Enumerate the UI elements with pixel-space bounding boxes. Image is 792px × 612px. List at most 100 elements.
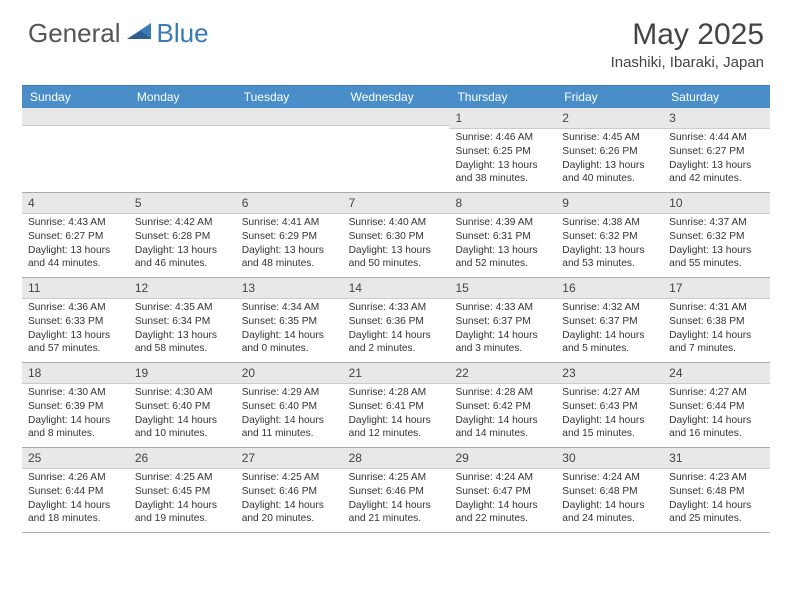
day-number: 21 xyxy=(343,363,450,384)
sunset-text: Sunset: 6:44 PM xyxy=(28,485,123,499)
day-body: Sunrise: 4:42 AMSunset: 6:28 PMDaylight:… xyxy=(129,214,236,275)
sunset-text: Sunset: 6:40 PM xyxy=(242,400,337,414)
sunrise-text: Sunrise: 4:33 AM xyxy=(455,301,550,315)
sunset-text: Sunset: 6:27 PM xyxy=(669,145,764,159)
sunset-text: Sunset: 6:32 PM xyxy=(562,230,657,244)
day-number: 10 xyxy=(663,193,770,214)
day-cell: 14Sunrise: 4:33 AMSunset: 6:36 PMDayligh… xyxy=(343,278,450,362)
day-number: 18 xyxy=(22,363,129,384)
day-number xyxy=(236,108,343,126)
day-number: 27 xyxy=(236,448,343,469)
day-number: 17 xyxy=(663,278,770,299)
daylight-text: Daylight: 13 hours and 53 minutes. xyxy=(562,244,657,272)
day-cell: 26Sunrise: 4:25 AMSunset: 6:45 PMDayligh… xyxy=(129,448,236,532)
header: General Blue May 2025 Inashiki, Ibaraki,… xyxy=(0,0,792,79)
sunrise-text: Sunrise: 4:32 AM xyxy=(562,301,657,315)
sunset-text: Sunset: 6:45 PM xyxy=(135,485,230,499)
day-cell: 29Sunrise: 4:24 AMSunset: 6:47 PMDayligh… xyxy=(449,448,556,532)
daylight-text: Daylight: 13 hours and 44 minutes. xyxy=(28,244,123,272)
day-body: Sunrise: 4:33 AMSunset: 6:36 PMDaylight:… xyxy=(343,299,450,360)
logo-text-blue: Blue xyxy=(157,18,209,49)
day-body: Sunrise: 4:38 AMSunset: 6:32 PMDaylight:… xyxy=(556,214,663,275)
day-number: 24 xyxy=(663,363,770,384)
day-cell: 15Sunrise: 4:33 AMSunset: 6:37 PMDayligh… xyxy=(449,278,556,362)
weekday-header: Thursday xyxy=(449,86,556,108)
daylight-text: Daylight: 14 hours and 14 minutes. xyxy=(455,414,550,442)
daylight-text: Daylight: 14 hours and 12 minutes. xyxy=(349,414,444,442)
day-cell: 10Sunrise: 4:37 AMSunset: 6:32 PMDayligh… xyxy=(663,193,770,277)
daylight-text: Daylight: 13 hours and 46 minutes. xyxy=(135,244,230,272)
logo-text-general: General xyxy=(28,18,121,49)
day-number: 12 xyxy=(129,278,236,299)
sunset-text: Sunset: 6:35 PM xyxy=(242,315,337,329)
day-body xyxy=(236,126,343,188)
day-number: 22 xyxy=(449,363,556,384)
day-number: 20 xyxy=(236,363,343,384)
daylight-text: Daylight: 13 hours and 55 minutes. xyxy=(669,244,764,272)
day-body xyxy=(343,126,450,188)
sunrise-text: Sunrise: 4:40 AM xyxy=(349,216,444,230)
day-body: Sunrise: 4:46 AMSunset: 6:25 PMDaylight:… xyxy=(449,129,556,190)
day-cell: 1Sunrise: 4:46 AMSunset: 6:25 PMDaylight… xyxy=(449,108,556,192)
daylight-text: Daylight: 14 hours and 24 minutes. xyxy=(562,499,657,527)
daylight-text: Daylight: 14 hours and 7 minutes. xyxy=(669,329,764,357)
day-body: Sunrise: 4:43 AMSunset: 6:27 PMDaylight:… xyxy=(22,214,129,275)
sunset-text: Sunset: 6:40 PM xyxy=(135,400,230,414)
sunset-text: Sunset: 6:39 PM xyxy=(28,400,123,414)
day-cell: 16Sunrise: 4:32 AMSunset: 6:37 PMDayligh… xyxy=(556,278,663,362)
day-number: 2 xyxy=(556,108,663,129)
day-body: Sunrise: 4:44 AMSunset: 6:27 PMDaylight:… xyxy=(663,129,770,190)
daylight-text: Daylight: 13 hours and 52 minutes. xyxy=(455,244,550,272)
day-cell: 5Sunrise: 4:42 AMSunset: 6:28 PMDaylight… xyxy=(129,193,236,277)
day-number: 7 xyxy=(343,193,450,214)
day-number: 14 xyxy=(343,278,450,299)
sunrise-text: Sunrise: 4:35 AM xyxy=(135,301,230,315)
day-number: 4 xyxy=(22,193,129,214)
sunset-text: Sunset: 6:36 PM xyxy=(349,315,444,329)
day-body: Sunrise: 4:25 AMSunset: 6:46 PMDaylight:… xyxy=(236,469,343,530)
sunset-text: Sunset: 6:48 PM xyxy=(562,485,657,499)
weekday-header: Saturday xyxy=(663,86,770,108)
day-body: Sunrise: 4:24 AMSunset: 6:47 PMDaylight:… xyxy=(449,469,556,530)
day-cell: 9Sunrise: 4:38 AMSunset: 6:32 PMDaylight… xyxy=(556,193,663,277)
day-cell: 27Sunrise: 4:25 AMSunset: 6:46 PMDayligh… xyxy=(236,448,343,532)
day-cell: 22Sunrise: 4:28 AMSunset: 6:42 PMDayligh… xyxy=(449,363,556,447)
daylight-text: Daylight: 14 hours and 22 minutes. xyxy=(455,499,550,527)
day-cell: 21Sunrise: 4:28 AMSunset: 6:41 PMDayligh… xyxy=(343,363,450,447)
weekday-header: Friday xyxy=(556,86,663,108)
daylight-text: Daylight: 14 hours and 5 minutes. xyxy=(562,329,657,357)
day-cell xyxy=(343,108,450,192)
day-number: 1 xyxy=(449,108,556,129)
day-body: Sunrise: 4:23 AMSunset: 6:48 PMDaylight:… xyxy=(663,469,770,530)
daylight-text: Daylight: 13 hours and 58 minutes. xyxy=(135,329,230,357)
day-number: 5 xyxy=(129,193,236,214)
calendar: SundayMondayTuesdayWednesdayThursdayFrid… xyxy=(22,85,770,533)
weekday-header: Tuesday xyxy=(236,86,343,108)
day-body: Sunrise: 4:33 AMSunset: 6:37 PMDaylight:… xyxy=(449,299,556,360)
day-cell: 24Sunrise: 4:27 AMSunset: 6:44 PMDayligh… xyxy=(663,363,770,447)
day-number: 23 xyxy=(556,363,663,384)
logo-triangle-icon xyxy=(127,21,153,46)
day-number xyxy=(22,108,129,126)
day-number: 15 xyxy=(449,278,556,299)
day-body: Sunrise: 4:26 AMSunset: 6:44 PMDaylight:… xyxy=(22,469,129,530)
sunrise-text: Sunrise: 4:33 AM xyxy=(349,301,444,315)
calendar-week-row: 25Sunrise: 4:26 AMSunset: 6:44 PMDayligh… xyxy=(22,448,770,533)
sunrise-text: Sunrise: 4:34 AM xyxy=(242,301,337,315)
weekday-header: Wednesday xyxy=(343,86,450,108)
sunrise-text: Sunrise: 4:45 AM xyxy=(562,131,657,145)
sunrise-text: Sunrise: 4:29 AM xyxy=(242,386,337,400)
day-body: Sunrise: 4:25 AMSunset: 6:45 PMDaylight:… xyxy=(129,469,236,530)
daylight-text: Daylight: 13 hours and 57 minutes. xyxy=(28,329,123,357)
day-number: 28 xyxy=(343,448,450,469)
sunrise-text: Sunrise: 4:31 AM xyxy=(669,301,764,315)
daylight-text: Daylight: 13 hours and 38 minutes. xyxy=(455,159,550,187)
sunset-text: Sunset: 6:28 PM xyxy=(135,230,230,244)
day-number xyxy=(343,108,450,126)
day-body: Sunrise: 4:30 AMSunset: 6:40 PMDaylight:… xyxy=(129,384,236,445)
logo: General Blue xyxy=(28,18,209,49)
sunrise-text: Sunrise: 4:25 AM xyxy=(242,471,337,485)
sunset-text: Sunset: 6:48 PM xyxy=(669,485,764,499)
sunrise-text: Sunrise: 4:26 AM xyxy=(28,471,123,485)
day-body xyxy=(129,126,236,188)
